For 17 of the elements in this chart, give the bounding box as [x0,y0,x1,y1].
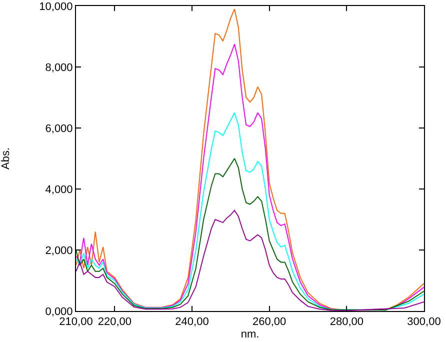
x-tick-label: 220,00 [98,316,132,328]
x-tick-label: 240,00 [175,316,209,328]
y-tick-label: 2,000 [45,244,73,257]
x-tick-label: 300,00 [407,316,441,328]
y-tick-label: 6,000 [45,122,73,135]
x-axis-title: nm. [240,328,260,340]
line-series [76,158,424,311]
line-series [76,112,424,311]
y-tick-label: 0,000 [45,306,73,318]
y-tick-label: 8,000 [45,62,73,74]
x-tick-label: 280,00 [330,316,364,328]
y-axis-title: Abs. [0,147,12,170]
y-tick-label: 4,000 [45,184,73,196]
x-tick-label: 210,00 [59,316,93,328]
line-series [76,210,424,311]
y-tick-label: 10,000 [39,0,73,13]
x-tick-label: 260,00 [252,316,286,328]
